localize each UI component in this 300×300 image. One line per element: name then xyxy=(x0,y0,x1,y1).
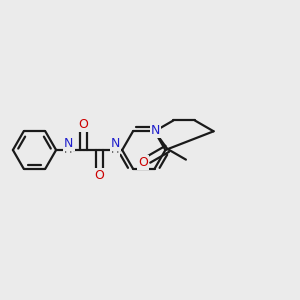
Text: N: N xyxy=(64,137,74,150)
Text: H: H xyxy=(64,145,72,155)
Text: O: O xyxy=(79,118,88,131)
Text: N: N xyxy=(151,124,160,137)
Text: N: N xyxy=(111,137,120,150)
Text: O: O xyxy=(94,169,104,182)
Text: O: O xyxy=(138,156,148,169)
Text: H: H xyxy=(110,145,119,155)
